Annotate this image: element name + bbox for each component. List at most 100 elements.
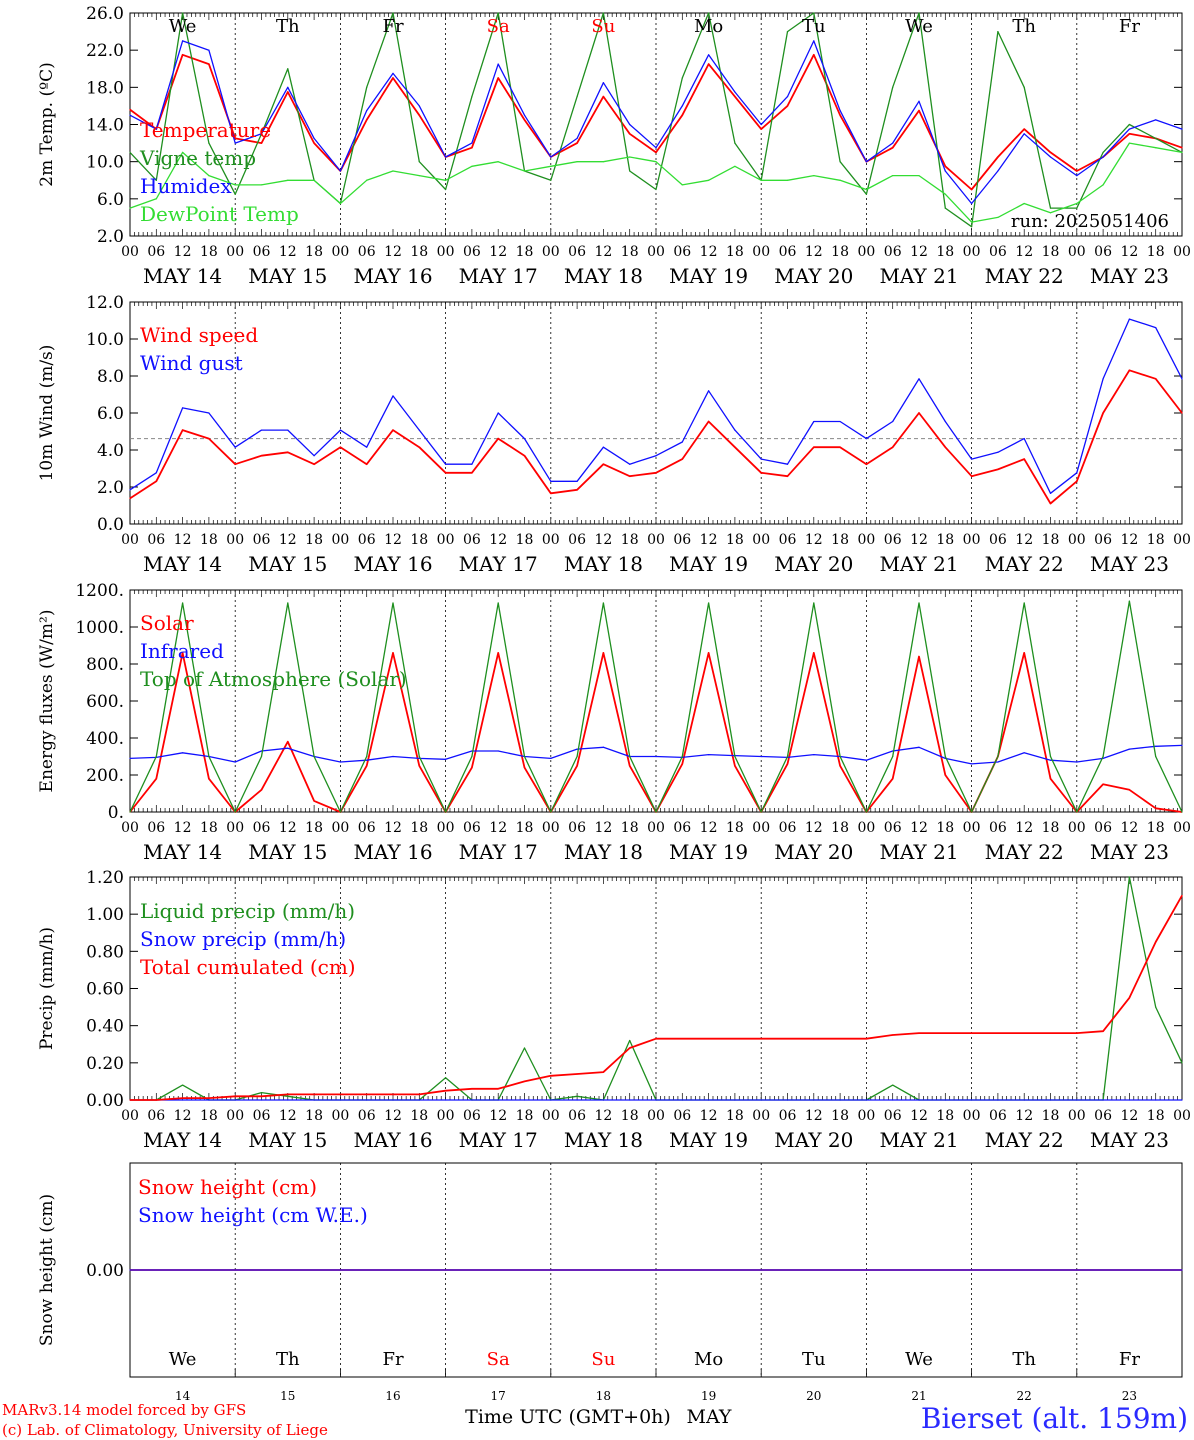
x-tick-label: 18: [621, 820, 639, 836]
legend-entry: Humidex: [140, 174, 232, 198]
weekday-label: We: [905, 1349, 933, 1370]
data-point: [629, 133, 631, 135]
x-tick-label: 18: [410, 1108, 428, 1124]
x-tick-label: 06: [253, 1108, 271, 1124]
data-point: [813, 12, 815, 14]
data-point: [997, 216, 999, 219]
data-point: [1102, 412, 1104, 414]
data-point: [260, 142, 263, 144]
x-tick-label: 12: [910, 1108, 928, 1124]
data-point: [287, 179, 289, 181]
data-point: [997, 451, 999, 453]
data-point: [655, 188, 657, 191]
data-point: [997, 30, 999, 33]
x-tick-label: 06: [358, 532, 376, 548]
data-point: [655, 455, 657, 457]
data-point: [313, 1093, 315, 1096]
data-point: [602, 602, 605, 604]
x-tick-label: 18: [936, 1108, 954, 1124]
day-number: 21: [911, 1389, 926, 1403]
x-tick-label: 00: [963, 244, 981, 260]
x-tick-label: 06: [463, 532, 481, 548]
x-tick-label: 00: [1173, 244, 1191, 260]
data-point: [839, 1038, 841, 1040]
y-tick-label: 200.: [86, 766, 124, 786]
data-point: [497, 63, 499, 65]
data-point: [1076, 202, 1078, 205]
data-point: [997, 156, 999, 158]
x-axis-label: Time UTC (GMT+0h): [465, 1406, 671, 1428]
data-point: [287, 602, 289, 604]
data-point: [182, 12, 184, 14]
data-point: [918, 378, 920, 380]
x-tick-label: 18: [831, 532, 849, 548]
date-label: MAY 21: [879, 1128, 958, 1152]
y-tick-label: 0.00: [86, 1091, 124, 1111]
x-tick-label: 06: [568, 244, 586, 260]
data-point: [892, 175, 894, 177]
panel-4: 0.00 Snow height (cm) Snow height (cm) Snow…: [37, 1162, 1183, 1403]
x-tick-label: 00: [1068, 532, 1086, 548]
data-point: [234, 463, 236, 465]
data-point: [313, 137, 315, 140]
weekday-label: Mo: [694, 1349, 723, 1370]
x-tick-label: 12: [489, 244, 507, 260]
data-point: [339, 170, 341, 172]
data-point: [129, 489, 131, 491]
x-tick-label: 18: [1147, 1108, 1165, 1124]
data-point: [1049, 759, 1052, 761]
x-tick-label: 18: [936, 820, 954, 836]
data-point: [523, 1099, 526, 1101]
x-tick-label: 06: [463, 244, 481, 260]
data-point: [1076, 1032, 1078, 1034]
data-point: [708, 179, 710, 181]
data-point: [839, 765, 841, 767]
weekday-label: Fr: [382, 1349, 403, 1370]
data-point: [471, 147, 473, 149]
date-label: MAY 16: [353, 552, 432, 576]
x-tick-label: 12: [594, 1108, 612, 1124]
data-point: [971, 475, 973, 477]
x-tick-label: 00: [121, 1108, 139, 1124]
x-tick-label: 00: [226, 1108, 244, 1124]
data-point: [576, 480, 578, 482]
x-tick-label: 12: [489, 1108, 507, 1124]
data-point: [602, 652, 605, 654]
data-point: [997, 1099, 999, 1101]
data-point: [1102, 378, 1104, 380]
date-label: MAY 15: [248, 552, 327, 576]
data-point: [260, 429, 263, 431]
y-tick-label: 22.0: [86, 41, 124, 61]
y-tick-label: 600.: [86, 692, 124, 712]
weekday-label: Th: [1012, 1349, 1036, 1370]
day-number: 19: [701, 1389, 716, 1403]
data-point: [813, 446, 815, 448]
panel-0: 2.0 6.0 10.0 14.0 18.0 22.0 26.0 2m Temp. (ºC) T…: [37, 4, 1191, 288]
data-point: [418, 161, 420, 163]
data-point: [576, 96, 578, 98]
x-tick-label: 12: [910, 820, 928, 836]
data-point: [655, 472, 657, 474]
data-point: [497, 1099, 499, 1101]
data-point: [287, 429, 289, 431]
data-point: [944, 1099, 946, 1101]
date-label: MAY 18: [564, 840, 643, 864]
data-point: [287, 86, 289, 88]
data-point: [129, 151, 131, 153]
data-point: [1128, 789, 1130, 791]
data-point: [1102, 156, 1104, 158]
data-point: [813, 1099, 815, 1101]
data-point: [418, 1093, 420, 1096]
data-point: [944, 446, 946, 448]
x-tick-label: 06: [463, 1108, 481, 1124]
data-point: [471, 1099, 473, 1101]
x-tick-label: 00: [963, 1108, 981, 1124]
data-point: [129, 811, 131, 813]
data-point: [471, 142, 473, 144]
data-point: [1076, 170, 1078, 172]
legend-entry: Top of Atmosphere (Solar): [140, 667, 407, 691]
x-tick-label: 18: [516, 820, 534, 836]
data-point: [708, 602, 710, 604]
data-point: [234, 142, 236, 144]
data-point: [1128, 123, 1130, 126]
